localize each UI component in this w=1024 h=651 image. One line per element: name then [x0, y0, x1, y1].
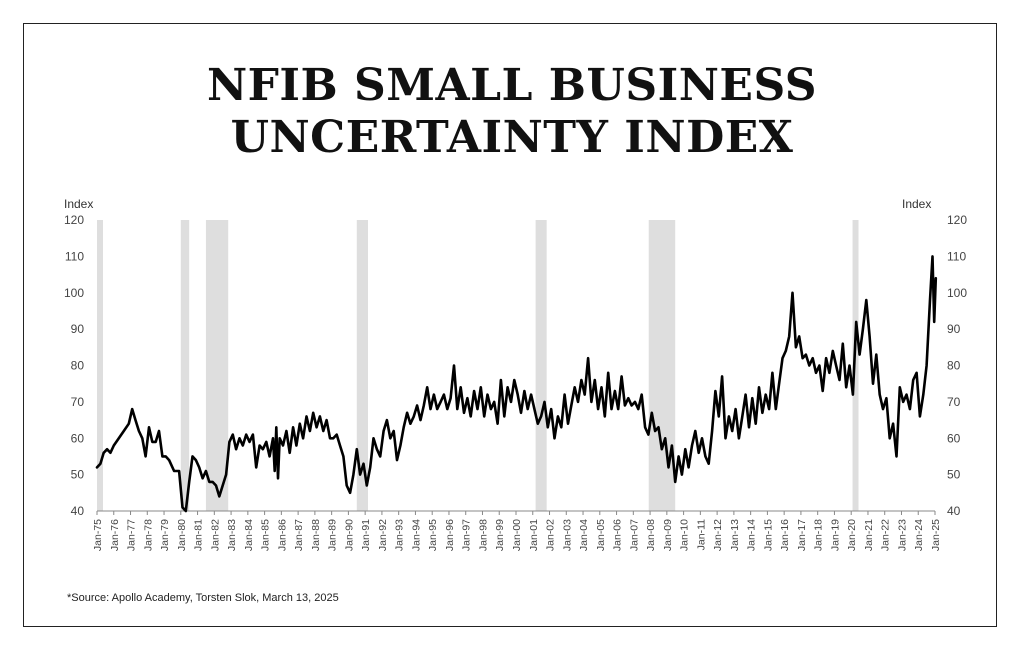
x-tick-label: Jan-11 — [695, 519, 707, 550]
y-tick-label-right: 50 — [947, 468, 961, 482]
y-tick-label-right: 110 — [947, 249, 966, 263]
x-tick-label: Jan-09 — [662, 519, 674, 551]
recession-band — [648, 220, 676, 511]
y-tick-label-left: 120 — [64, 213, 84, 227]
x-tick-label: Jan-18 — [813, 519, 825, 551]
y-tick-label-left: 90 — [71, 322, 85, 336]
recession-band — [356, 220, 369, 511]
x-tick-label: Jan-08 — [645, 519, 657, 551]
x-tick-label: Jan-05 — [595, 519, 607, 551]
x-tick-label: Jan-17 — [796, 519, 808, 551]
recession-band — [852, 220, 859, 511]
x-tick-label: Jan-83 — [226, 519, 238, 551]
x-tick-label: Jan-00 — [511, 519, 523, 551]
y-tick-label-left: 80 — [71, 359, 85, 373]
y-tick-label-left: 70 — [71, 395, 85, 409]
x-tick-label: Jan-10 — [679, 519, 691, 551]
x-tick-label: Jan-02 — [545, 519, 557, 551]
x-tick-label: Jan-03 — [561, 519, 573, 551]
source-note: *Source: Apollo Academy, Torsten Slok, M… — [67, 592, 339, 604]
x-tick-label: Jan-25 — [930, 519, 942, 551]
x-tick-label: Jan-96 — [444, 519, 456, 551]
x-tick-label: Jan-78 — [142, 519, 154, 551]
y-tick-label-left: 100 — [64, 286, 84, 300]
x-tick-label: Jan-06 — [612, 519, 624, 551]
y-tick-label-right: 80 — [947, 359, 961, 373]
x-tick-label: Jan-23 — [896, 519, 908, 551]
x-tick-label: Jan-86 — [276, 519, 288, 551]
y-axis-label-left: Index — [64, 197, 94, 211]
x-tick-label: Jan-12 — [712, 519, 724, 551]
y-tick-label-right: 100 — [947, 286, 967, 300]
x-tick-label: Jan-07 — [628, 519, 640, 551]
y-tick-label-right: 40 — [947, 504, 961, 518]
x-tick-label: Jan-04 — [578, 519, 590, 551]
y-tick-label-left: 110 — [65, 249, 84, 263]
x-tick-label: Jan-01 — [528, 519, 540, 551]
x-tick-label: Jan-79 — [159, 519, 171, 551]
recession-band — [180, 220, 190, 511]
y-tick-label-left: 50 — [71, 468, 85, 482]
x-tick-label: Jan-90 — [343, 519, 355, 551]
y-tick-label-left: 60 — [71, 431, 85, 445]
x-tick-label: Jan-92 — [377, 519, 389, 551]
x-tick-label: Jan-97 — [461, 519, 473, 551]
x-tick-label: Jan-15 — [762, 519, 774, 551]
x-tick-label: Jan-99 — [494, 519, 506, 551]
x-tick-label: Jan-21 — [863, 519, 875, 551]
y-tick-label-right: 120 — [947, 213, 967, 227]
x-tick-label: Jan-88 — [310, 519, 322, 551]
x-tick-label: Jan-85 — [260, 519, 272, 551]
x-tick-label: Jan-16 — [779, 519, 791, 551]
y-tick-label-right: 90 — [947, 322, 961, 336]
x-tick-label: Jan-91 — [360, 519, 372, 551]
x-tick-label: Jan-19 — [829, 519, 841, 551]
recession-band — [535, 220, 547, 511]
x-tick-label: Jan-24 — [913, 519, 925, 551]
x-tick-label: Jan-76 — [109, 519, 121, 551]
y-axis-label-right: Index — [902, 197, 932, 211]
y-tick-label-right: 60 — [947, 431, 961, 445]
y-tick-label-right: 70 — [947, 395, 961, 409]
recession-band — [205, 220, 229, 511]
y-tick-label-left: 40 — [71, 504, 85, 518]
chart-title-line-2: UNCERTAINTY INDEX — [230, 112, 794, 163]
x-tick-label: Jan-95 — [427, 519, 439, 551]
x-tick-label: Jan-81 — [193, 519, 205, 551]
x-tick-label: Jan-98 — [477, 519, 489, 551]
x-tick-label: Jan-87 — [293, 519, 305, 551]
recession-band — [97, 220, 103, 511]
x-tick-label: Jan-13 — [729, 519, 741, 551]
x-tick-label: Jan-20 — [846, 519, 858, 551]
chart-title-line-1: NFIB SMALL BUSINESS — [206, 60, 818, 111]
x-tick-label: Jan-75 — [92, 519, 104, 551]
x-tick-label: Jan-82 — [209, 519, 221, 551]
series-line — [95, 255, 938, 513]
x-tick-label: Jan-94 — [410, 519, 422, 551]
x-tick-label: Jan-80 — [176, 519, 188, 551]
x-tick-label: Jan-93 — [394, 519, 406, 551]
x-tick-label: Jan-14 — [746, 519, 758, 551]
x-tick-label: Jan-77 — [126, 519, 138, 551]
x-tick-label: Jan-84 — [243, 519, 255, 551]
x-tick-label: Jan-22 — [880, 519, 892, 551]
x-tick-label: Jan-89 — [327, 519, 339, 551]
